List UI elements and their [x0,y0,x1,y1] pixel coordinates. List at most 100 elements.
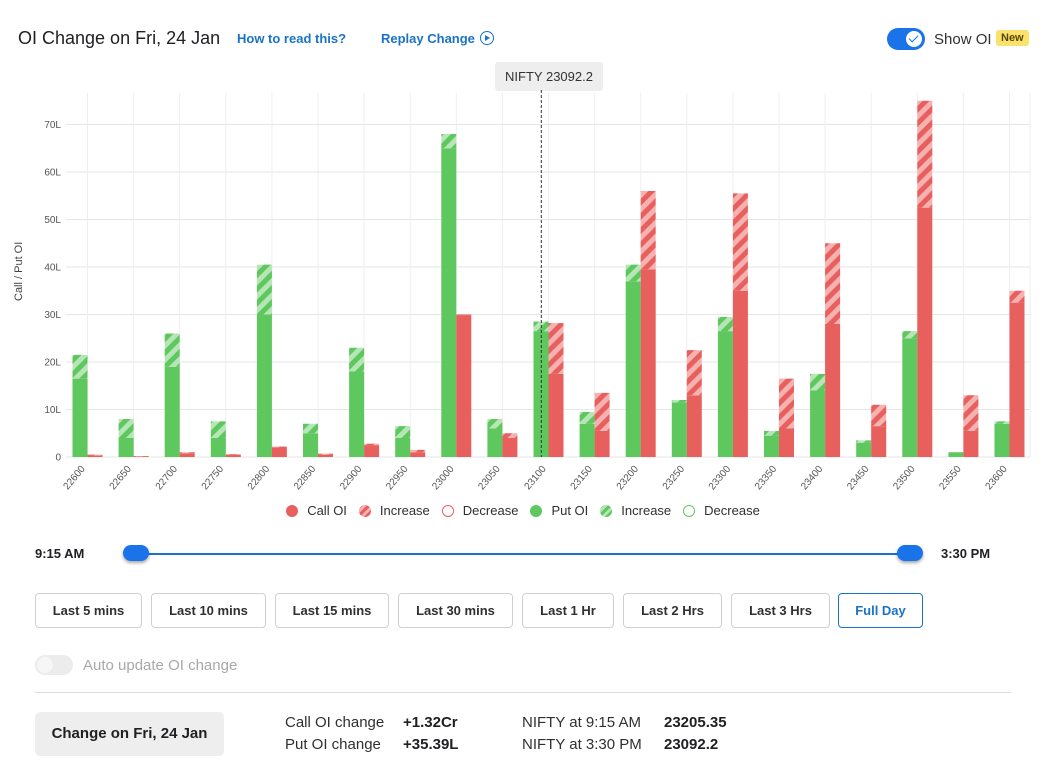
oi-increase-bar[interactable] [164,333,180,367]
oi-bar[interactable] [671,402,687,457]
oi-bar[interactable] [118,438,134,457]
oi-bar[interactable] [364,445,380,457]
oi-bar[interactable] [764,435,779,457]
range-last-1-hr-button[interactable]: Last 1 Hr [522,593,614,628]
oi-increase-bar[interactable] [118,419,134,438]
oi-increase-bar[interactable] [502,433,518,438]
oi-bar[interactable] [579,423,595,457]
oi-increase-bar[interactable] [825,243,841,324]
oi-bar[interactable] [410,452,426,457]
oi-bar[interactable] [164,366,180,457]
oi-bar[interactable] [594,430,610,457]
oi-increase-bar[interactable] [72,354,88,379]
oi-bar[interactable] [871,426,887,457]
oi-increase-bar[interactable] [349,347,365,372]
oi-increase-bar[interactable] [179,452,195,454]
oi-increase-bar[interactable] [640,191,656,270]
play-circle-icon[interactable] [480,31,494,45]
oi-increase-bar[interactable] [625,264,641,282]
oi-increase-bar[interactable] [594,392,610,431]
oi-increase-bar[interactable] [810,373,826,391]
oi-bar[interactable] [732,290,748,457]
slider-start-handle[interactable] [123,545,149,561]
range-last-15-mins-button[interactable]: Last 15 mins [275,593,389,628]
time-slider-track[interactable] [135,553,910,555]
oi-bar[interactable] [1009,302,1025,457]
range-last-2-hrs-button[interactable]: Last 2 Hrs [623,593,722,628]
oi-increase-bar[interactable] [732,193,748,291]
range-last-30-mins-button[interactable]: Last 30 mins [398,593,513,628]
oi-bar[interactable] [349,371,365,458]
oi-bar[interactable] [179,453,195,457]
oi-bar[interactable] [87,455,103,457]
oi-bar[interactable] [902,338,918,457]
oi-bar[interactable] [72,378,88,457]
oi-increase-bar[interactable] [856,440,872,443]
legend-put-oi[interactable]: Put OI [530,503,588,518]
oi-bar[interactable] [717,331,733,457]
oi-increase-bar[interactable] [579,411,595,424]
oi-bar[interactable] [395,438,411,457]
legend-call-decrease[interactable]: Decrease [441,503,518,518]
legend-call-oi[interactable]: Call OI [286,503,347,518]
oi-bar[interactable] [533,331,549,457]
replay-change-link[interactable]: Replay Change [381,31,475,46]
oi-increase-bar[interactable] [441,134,457,149]
oi-bar[interactable] [225,454,241,457]
oi-increase-bar[interactable] [364,443,380,446]
oi-bar[interactable] [502,438,518,457]
oi-increase-bar[interactable] [1009,290,1025,303]
oi-bar[interactable] [948,452,964,457]
range-last-10-mins-button[interactable]: Last 10 mins [151,593,266,628]
range-last-5-mins-button[interactable]: Last 5 mins [35,593,142,628]
legend-call-increase[interactable]: Increase [358,503,430,518]
oi-bar[interactable] [640,269,656,457]
legend-put-decrease[interactable]: Decrease [683,503,760,518]
oi-bar[interactable] [994,423,1010,457]
oi-increase-bar[interactable] [686,350,702,396]
legend-put-increase[interactable]: Increase [600,503,671,518]
oi-increase-bar[interactable] [764,430,779,436]
auto-update-toggle[interactable] [35,655,73,675]
oi-increase-bar[interactable] [994,421,1010,424]
oi-increase-bar[interactable] [318,453,333,455]
oi-increase-bar[interactable] [487,419,503,429]
oi-bar[interactable] [456,315,472,457]
oi-bar[interactable] [856,442,872,457]
oi-bar[interactable] [256,314,272,458]
oi-bar[interactable] [825,324,841,457]
range-last-3-hrs-button[interactable]: Last 3 Hrs [731,593,830,628]
oi-bar[interactable] [963,430,979,457]
oi-increase-bar[interactable] [395,426,411,438]
oi-increase-bar[interactable] [271,446,287,448]
oi-bar[interactable] [779,428,794,458]
oi-bar[interactable] [686,395,702,457]
oi-increase-bar[interactable] [303,423,318,434]
oi-bar[interactable] [810,390,826,458]
oi-increase-bar[interactable] [671,400,687,403]
oi-bar[interactable] [441,148,457,457]
oi-bar[interactable] [318,454,333,457]
oi-bar[interactable] [548,373,564,457]
change-on-date-button[interactable]: Change on Fri, 24 Jan [35,712,224,756]
oi-increase-bar[interactable] [917,100,933,208]
oi-increase-bar[interactable] [779,378,794,429]
oi-increase-bar[interactable] [717,316,733,332]
oi-increase-bar[interactable] [902,331,918,339]
oi-bar[interactable] [487,428,503,458]
oi-increase-bar[interactable] [963,395,979,431]
show-oi-toggle[interactable] [887,28,925,50]
oi-bar[interactable] [271,447,287,458]
oi-bar[interactable] [625,281,641,457]
oi-bar[interactable] [210,438,226,457]
slider-end-handle[interactable] [897,545,923,561]
oi-increase-bar[interactable] [256,264,272,315]
how-to-read-link[interactable]: How to read this? [237,31,347,46]
range-full-day-button[interactable]: Full Day [838,593,923,628]
oi-increase-bar[interactable] [871,404,887,427]
oi-increase-bar[interactable] [548,323,564,374]
oi-increase-bar[interactable] [410,449,426,453]
oi-bar[interactable] [303,433,318,457]
oi-bar[interactable] [917,207,933,457]
oi-increase-bar[interactable] [210,421,226,438]
